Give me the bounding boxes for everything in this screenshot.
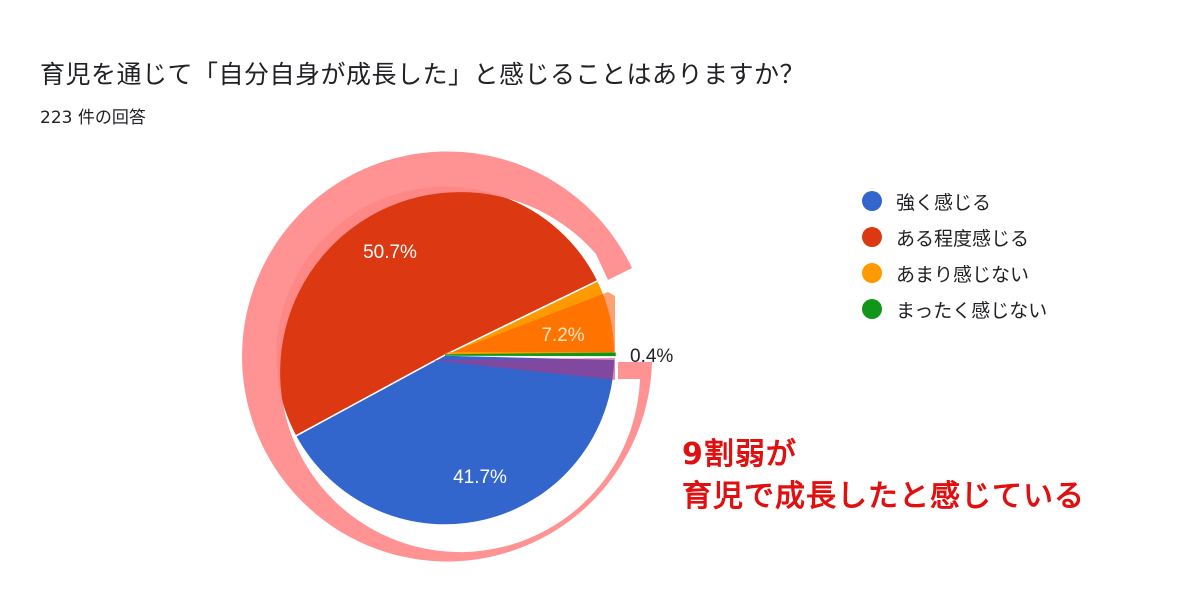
legend-dot-orange-icon	[862, 263, 882, 283]
legend-item-not-at-all[interactable]: まったく感じない	[862, 291, 1047, 327]
legend-dot-red-icon	[862, 227, 882, 247]
legend-dot-blue-icon	[862, 191, 882, 211]
legend-dot-green-icon	[862, 299, 882, 319]
legend-label: 強く感じる	[896, 191, 992, 214]
label-strong: 41.7%	[453, 467, 507, 488]
legend-label: あまり感じない	[896, 263, 1030, 286]
legend-item-strong[interactable]: 強く感じる	[862, 183, 1047, 219]
label-somewhat: 50.7%	[363, 242, 417, 263]
response-count: 223 件の回答	[40, 108, 146, 128]
chart-legend: 強く感じる ある程度感じる あまり感じない まったく感じない	[862, 183, 1047, 327]
slice-not-at-all[interactable]	[444, 352, 616, 357]
slice-strong[interactable]	[294, 354, 616, 526]
highlight-overlay-purple	[430, 358, 615, 380]
callout-line-2: 育児で成長したと感じている	[682, 479, 1085, 514]
annotation-callout: 9割弱が 育児で成長したと感じている	[682, 434, 1085, 518]
callout-line-1: 9割弱が	[682, 437, 797, 472]
legend-item-not-much[interactable]: あまり感じない	[862, 255, 1047, 291]
legend-label: ある程度感じる	[896, 227, 1030, 250]
label-not-much: 7.2%	[541, 325, 584, 346]
highlight-overlay-orange	[445, 292, 615, 355]
legend-item-somewhat[interactable]: ある程度感じる	[862, 219, 1047, 255]
label-not-at-all: 0.4%	[630, 346, 673, 367]
legend-label: まったく感じない	[896, 299, 1048, 322]
chart-title: 育児を通じて「自分自身が成長した」と感じることはありますか？	[40, 60, 806, 89]
